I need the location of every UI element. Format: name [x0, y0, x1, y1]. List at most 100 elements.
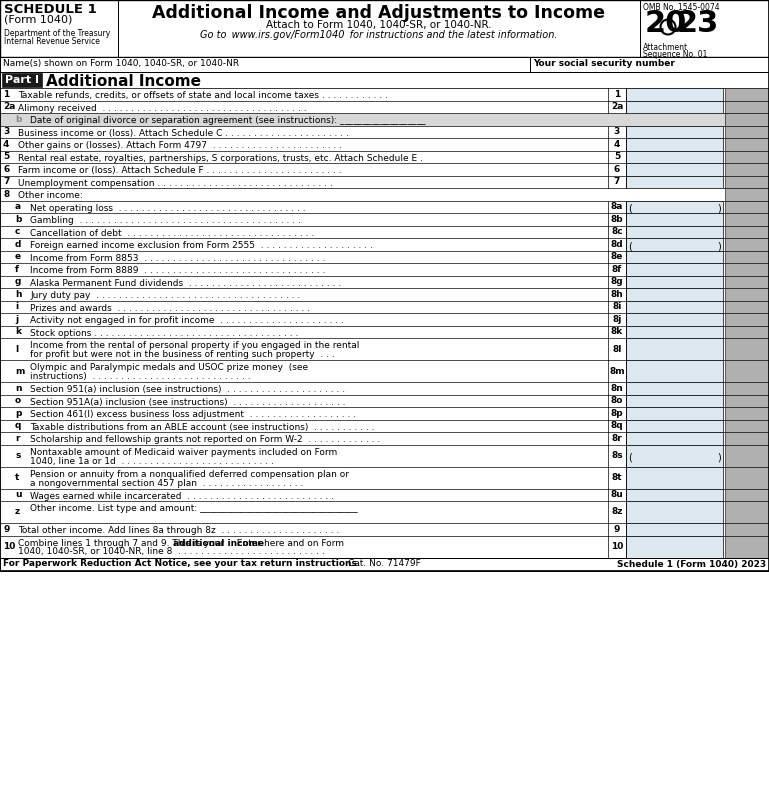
Bar [0, 113, 769, 125]
Bar [0, 138, 769, 150]
Bar [725, 163, 769, 176]
Text: m: m [15, 366, 25, 375]
Text: for profit but were not in the business of renting such property  . . .: for profit but were not in the business … [30, 350, 335, 359]
Text: r: r [15, 434, 19, 443]
Text: s: s [15, 451, 20, 460]
Text: (: ( [628, 204, 632, 214]
Text: t: t [15, 473, 19, 482]
Text: Stock options . . . . . . . . . . . . . . . . . . . . . . . . . . . . . . . . . : Stock options . . . . . . . . . . . . . … [30, 328, 298, 337]
Bar [0, 313, 769, 325]
Text: Rental real estate, royalties, partnerships, S corporations, trusts, etc. Attach: Rental real estate, royalties, partnersh… [18, 154, 423, 163]
Text: 5: 5 [3, 152, 9, 161]
Text: Income from Form 8853  . . . . . . . . . . . . . . . . . . . . . . . . . . . . .: Income from Form 8853 . . . . . . . . . … [30, 254, 325, 263]
Text: Go to  www.irs.gov/Form1040  for instructions and the latest information.: Go to www.irs.gov/Form1040 for instructi… [200, 30, 558, 40]
Bar [0, 501, 769, 523]
Bar [725, 407, 769, 420]
Text: k: k [15, 328, 21, 337]
Text: 8c: 8c [611, 227, 623, 236]
Bar [725, 325, 769, 338]
Bar [725, 113, 769, 125]
Bar [725, 467, 769, 489]
Text: 8t: 8t [611, 473, 622, 482]
Bar [725, 395, 769, 407]
Bar [725, 100, 769, 113]
Text: 8l: 8l [612, 345, 621, 354]
Bar [0, 382, 769, 395]
Text: OMB No. 1545-0074: OMB No. 1545-0074 [643, 3, 720, 12]
Bar [626, 163, 723, 176]
Text: Department of the Treasury: Department of the Treasury [4, 29, 110, 38]
Bar [725, 444, 769, 467]
Text: Business income or (loss). Attach Schedule C . . . . . . . . . . . . . . . . . .: Business income or (loss). Attach Schedu… [18, 129, 349, 138]
Bar [0, 0, 769, 570]
Bar [626, 263, 723, 276]
Text: 8i: 8i [612, 303, 621, 311]
Text: b: b [15, 214, 22, 224]
Text: Taxable refunds, credits, or offsets of state and local income taxes . . . . . .: Taxable refunds, credits, or offsets of … [18, 91, 388, 100]
Text: 8b: 8b [611, 214, 624, 224]
Bar [725, 276, 769, 288]
Bar [725, 313, 769, 325]
Text: 8u: 8u [611, 490, 624, 499]
Text: 8z: 8z [611, 507, 623, 516]
Bar [725, 138, 769, 150]
Bar [725, 523, 769, 536]
Text: a nongovernmental section 457 plan  . . . . . . . . . . . . . . . . . .: a nongovernmental section 457 plan . . .… [30, 478, 304, 488]
Bar [626, 536, 723, 557]
Text: 2a: 2a [3, 102, 15, 112]
Text: 9: 9 [3, 525, 9, 534]
Text: 8p: 8p [611, 409, 624, 417]
Bar [725, 360, 769, 382]
Text: z: z [15, 507, 20, 516]
Text: 23: 23 [677, 9, 719, 38]
Text: Additional Income and Adjustments to Income: Additional Income and Adjustments to Inc… [152, 4, 605, 22]
Bar [725, 263, 769, 276]
Bar [626, 238, 723, 251]
Bar [626, 444, 723, 467]
Text: 4: 4 [614, 140, 620, 149]
Bar [626, 213, 723, 226]
Bar [626, 125, 723, 138]
Bar [626, 420, 723, 432]
Bar [0, 251, 769, 263]
Text: e: e [15, 252, 21, 261]
Bar [626, 360, 723, 382]
Text: Scholarship and fellowship grants not reported on Form W-2  . . . . . . . . . . : Scholarship and fellowship grants not re… [30, 435, 380, 444]
Text: d: d [15, 239, 22, 248]
Text: Additional Income: Additional Income [46, 74, 201, 89]
Bar [725, 150, 769, 163]
Text: Cat. No. 71479F: Cat. No. 71479F [348, 560, 421, 569]
Text: SCHEDULE 1: SCHEDULE 1 [4, 3, 97, 16]
Bar [626, 88, 723, 100]
Bar [626, 313, 723, 325]
Text: Alaska Permanent Fund dividends  . . . . . . . . . . . . . . . . . . . . . . . .: Alaska Permanent Fund dividends . . . . … [30, 279, 341, 288]
Bar [0, 557, 769, 570]
Text: Section 461(l) excess business loss adjustment  . . . . . . . . . . . . . . . . : Section 461(l) excess business loss adju… [30, 410, 356, 419]
Text: 10: 10 [3, 542, 15, 551]
Bar [0, 523, 769, 536]
Bar [0, 0, 769, 57]
Bar [626, 382, 723, 395]
Text: u: u [15, 490, 22, 499]
Text: 1: 1 [3, 90, 9, 99]
Text: Name(s) shown on Form 1040, 1040-SR, or 1040-NR: Name(s) shown on Form 1040, 1040-SR, or … [3, 59, 239, 68]
Bar [0, 238, 769, 251]
Text: 4: 4 [3, 140, 9, 149]
Text: Activity not engaged in for profit income  . . . . . . . . . . . . . . . . . . .: Activity not engaged in for profit incom… [30, 316, 344, 325]
Text: a: a [15, 202, 21, 211]
Bar [626, 523, 723, 536]
Bar [0, 57, 769, 72]
Bar [0, 201, 769, 213]
Text: Income from the rental of personal property if you engaged in the rental: Income from the rental of personal prope… [30, 341, 359, 350]
Bar [725, 238, 769, 251]
Text: Other income. List type and amount: ___________________________________: Other income. List type and amount: ____… [30, 504, 358, 513]
Text: b: b [15, 115, 22, 124]
Bar [725, 432, 769, 444]
Bar [725, 226, 769, 238]
Text: 3: 3 [3, 127, 9, 136]
Bar [725, 420, 769, 432]
Text: f: f [15, 265, 19, 273]
Text: (Form 1040): (Form 1040) [4, 14, 72, 24]
Bar [0, 276, 769, 288]
Bar [0, 288, 769, 300]
